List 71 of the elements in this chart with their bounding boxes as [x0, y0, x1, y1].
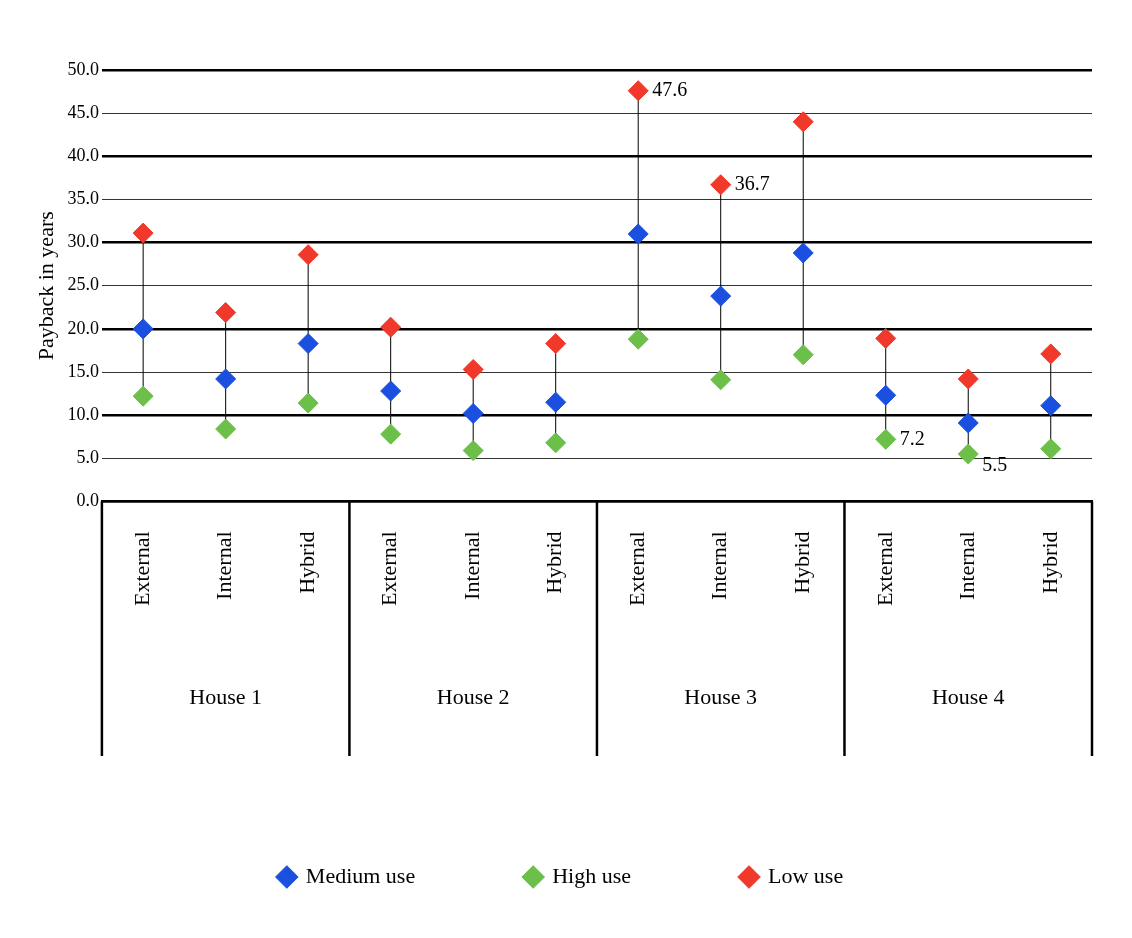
- point: [1040, 438, 1062, 460]
- point: [380, 316, 402, 338]
- point: [132, 222, 154, 244]
- point: [380, 423, 402, 445]
- data-label: 5.5: [982, 453, 1008, 476]
- data-label: 47.6: [652, 77, 688, 100]
- point: [957, 368, 979, 390]
- point: [297, 333, 319, 355]
- point: [957, 412, 979, 434]
- x-tick-label: Hybrid: [293, 531, 319, 594]
- legend-label: Low use: [768, 862, 844, 888]
- y-tick-label: 35.0: [67, 188, 99, 209]
- y-tick-label: 25.0: [67, 274, 99, 295]
- point: [710, 285, 732, 307]
- y-tick-label: 10.0: [67, 403, 99, 424]
- legend-label: High use: [552, 862, 632, 888]
- data-label: 36.7: [734, 172, 770, 195]
- y-tick-label: 0.0: [76, 490, 99, 511]
- point: [462, 358, 484, 380]
- x-tick-label: External: [623, 531, 649, 607]
- point: [792, 242, 814, 264]
- text: House 4: [931, 683, 1005, 709]
- point: [1040, 343, 1062, 365]
- x-tick-label: External: [128, 531, 154, 607]
- x-tick-label: Internal: [458, 531, 484, 600]
- data-label: 7.2: [899, 426, 925, 449]
- text: House 1: [189, 683, 263, 709]
- x-tick-label: Hybrid: [1036, 531, 1062, 594]
- point: [215, 368, 237, 390]
- legend-label: Medium use: [305, 862, 416, 888]
- point: [132, 385, 154, 407]
- point: [297, 392, 319, 414]
- point: [545, 432, 567, 454]
- y-tick-label: 40.0: [67, 145, 99, 166]
- y-tick-label: 30.0: [67, 231, 99, 252]
- y-tick-label: 5.0: [76, 447, 99, 468]
- point: [710, 369, 732, 391]
- x-tick-label: External: [376, 531, 402, 607]
- point: [875, 428, 897, 450]
- point: [462, 402, 484, 424]
- x-tick-label: Hybrid: [541, 531, 567, 594]
- text: House 3: [684, 683, 758, 709]
- y-tick-label: 15.0: [67, 360, 99, 381]
- x-tick-label: Internal: [706, 531, 732, 600]
- point: [627, 328, 649, 350]
- point: [875, 384, 897, 406]
- y-tick-label: 20.0: [67, 317, 99, 338]
- point: [132, 318, 154, 340]
- point: [627, 80, 649, 102]
- point: [380, 380, 402, 402]
- point: [792, 344, 814, 366]
- point: [627, 223, 649, 245]
- point: [297, 244, 319, 266]
- point: [875, 327, 897, 349]
- point: [215, 301, 237, 323]
- point: [1040, 395, 1062, 417]
- point: [545, 391, 567, 413]
- point: [957, 443, 979, 465]
- x-tick-label: Hybrid: [789, 531, 814, 594]
- point: [710, 174, 732, 196]
- point: [545, 333, 567, 355]
- y-tick-label: 45.0: [67, 101, 99, 122]
- point: [792, 111, 814, 133]
- text: House 2: [436, 683, 510, 709]
- x-tick-label: Internal: [211, 531, 237, 600]
- y-axis-title: Payback in years: [32, 211, 58, 361]
- point: [462, 440, 484, 462]
- point: [215, 418, 237, 440]
- y-tick-label: 50.0: [67, 58, 99, 79]
- x-tick-label: Internal: [954, 531, 980, 600]
- x-tick-label: External: [871, 531, 897, 607]
